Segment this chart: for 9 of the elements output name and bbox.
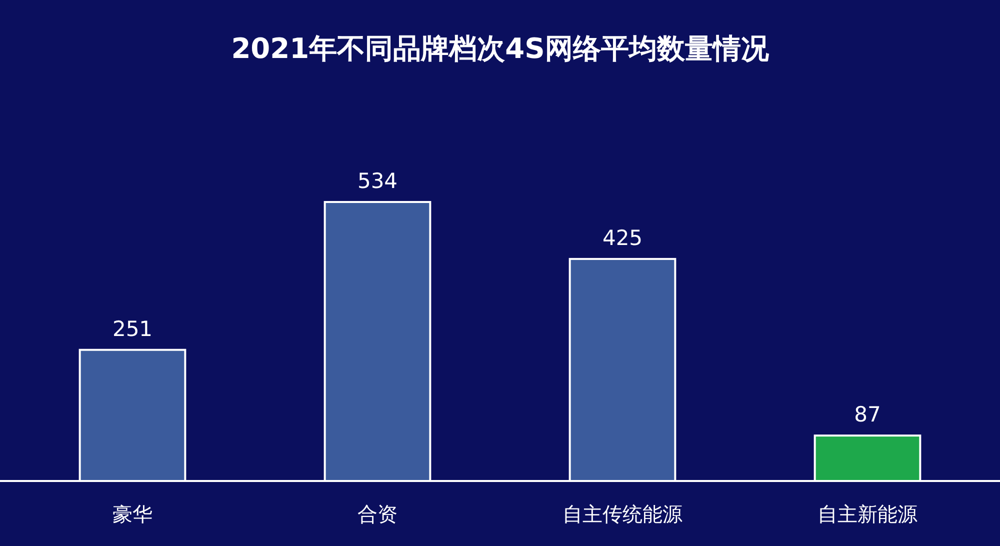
x-tick-label: 豪华 xyxy=(112,502,152,526)
x-tick-label: 自主传统能源 xyxy=(562,502,682,526)
x-tick-label: 合资 xyxy=(358,502,398,526)
data-label: 534 xyxy=(357,169,398,193)
data-label: 251 xyxy=(112,316,153,341)
x-tick-label: 自主新能源 xyxy=(818,502,918,526)
data-label: 425 xyxy=(602,226,643,250)
chart-title: 2021年不同品牌档次4S网络平均数量情况 xyxy=(231,32,770,65)
data-label: 87 xyxy=(854,402,881,427)
